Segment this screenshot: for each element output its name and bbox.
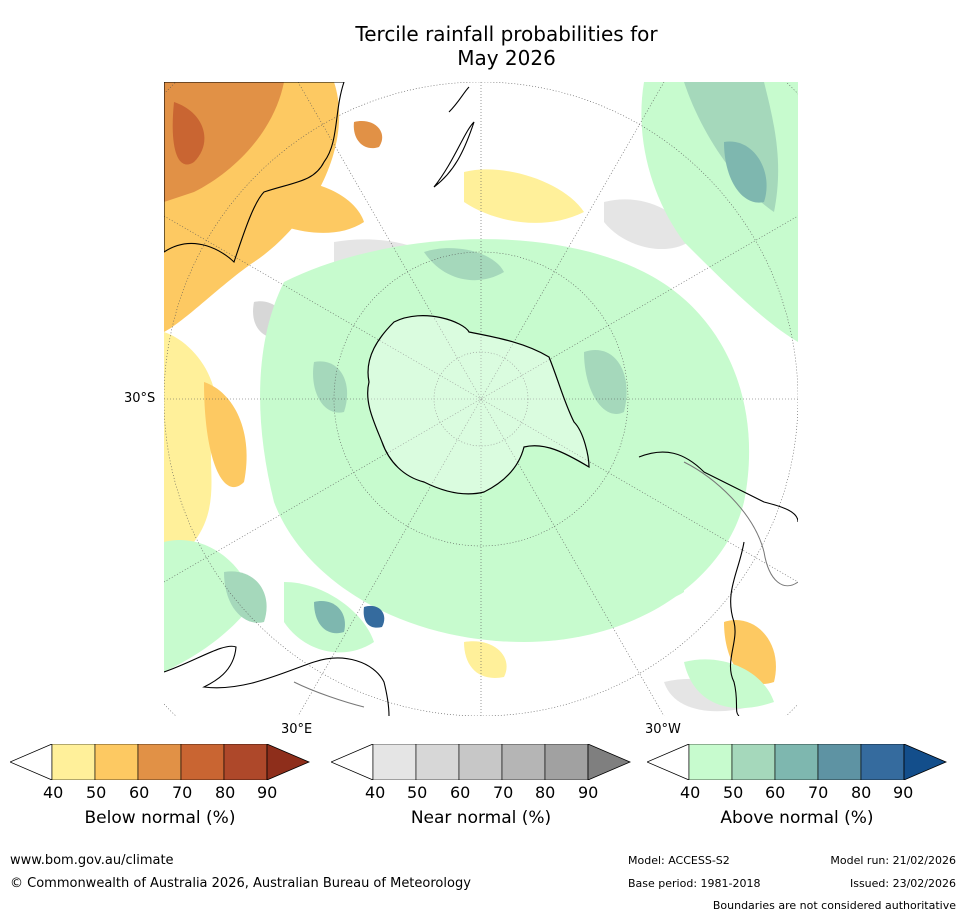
- australia-outline: [164, 82, 345, 264]
- tick-label: 60: [450, 783, 471, 802]
- graticule: [164, 82, 798, 716]
- tick-label: 90: [257, 783, 278, 802]
- title-line-1: Tercile rainfall probabilities for: [355, 22, 658, 46]
- tick-label: 50: [86, 783, 107, 802]
- south-america-outline: [638, 451, 798, 716]
- colorbar-title-above: Above normal (%): [720, 808, 874, 828]
- tick-label: 40: [365, 783, 386, 802]
- footer-url: www.bom.gov.au/climate: [10, 853, 174, 868]
- colorbar-below-normal-svg: [8, 743, 311, 781]
- footer-copyright: © Commonwealth of Australia 2026, Austra…: [10, 876, 471, 891]
- footer-model: Model: ACCESS-S2: [628, 854, 730, 867]
- tick-label: 70: [172, 783, 193, 802]
- africa-outline: [164, 645, 390, 716]
- colorbar-segment: [817, 743, 862, 781]
- footer-model-run: Model run: 21/02/2026: [830, 854, 956, 867]
- colorbar-segment: [137, 743, 182, 781]
- footer-disclaimer: Boundaries are not considered authoritat…: [712, 899, 956, 912]
- colorbar-extend-high: [903, 743, 948, 781]
- colorbar-title-near: Near normal (%): [410, 808, 552, 828]
- lat-label-30s: 30°S: [124, 391, 156, 406]
- colorbar-segment: [774, 743, 819, 781]
- colorbar-near-normal-svg: [329, 743, 632, 781]
- tick-label: 50: [723, 783, 744, 802]
- tick-label: 90: [578, 783, 599, 802]
- map-svg: [164, 82, 798, 716]
- colorbar-segment: [94, 743, 139, 781]
- tick-label: 60: [129, 783, 150, 802]
- colorbar-extend-low: [645, 743, 690, 781]
- tick-label: 40: [680, 783, 701, 802]
- colorbar-segment: [688, 743, 733, 781]
- colorbar-segment: [544, 743, 589, 781]
- colorbar-segment: [860, 743, 905, 781]
- colorbar-extend-low: [329, 743, 374, 781]
- tick-label: 40: [43, 783, 64, 802]
- tick-label: 70: [493, 783, 514, 802]
- colorbar-segment: [223, 743, 268, 781]
- footer-issued: Issued: 23/02/2026: [849, 877, 956, 890]
- footer-base-period: Base period: 1981-2018: [628, 877, 761, 890]
- tick-label: 80: [851, 783, 872, 802]
- tick-label: 60: [765, 783, 786, 802]
- map-title: Tercile rainfall probabilities for May 2…: [0, 22, 965, 70]
- tick-label: 90: [893, 783, 914, 802]
- lon-label-30e: 30°E: [281, 722, 313, 737]
- colorbar-below-normal: [8, 743, 311, 781]
- colorbar-segment: [731, 743, 776, 781]
- africa-border: [293, 681, 365, 708]
- colorbar-segment: [372, 743, 417, 781]
- lon-label-30w: 30°W: [645, 722, 681, 737]
- probability-map: [164, 82, 798, 716]
- colorbar-near-normal: [329, 743, 632, 781]
- colorbar-above-normal: [645, 743, 948, 781]
- tick-label: 80: [535, 783, 556, 802]
- tick-label: 50: [407, 783, 428, 802]
- colorbar-extend-low: [8, 743, 53, 781]
- colorbar-segment: [51, 743, 96, 781]
- colorbar-segment: [501, 743, 546, 781]
- south-america-border: [683, 461, 798, 587]
- title-line-2: May 2026: [457, 46, 556, 70]
- colorbar-extend-high: [266, 743, 311, 781]
- colorbar-segment: [180, 743, 225, 781]
- colorbar-above-normal-svg: [645, 743, 948, 781]
- tick-label: 80: [215, 783, 236, 802]
- tick-label: 70: [808, 783, 829, 802]
- colorbar-title-below: Below normal (%): [84, 808, 236, 828]
- above-normal-field: [164, 82, 798, 709]
- colorbar-segment: [415, 743, 460, 781]
- colorbar-segment: [458, 743, 503, 781]
- new-zealand-outline: [433, 86, 475, 188]
- colorbar-extend-high: [587, 743, 632, 781]
- antarctica-outline: [367, 315, 590, 495]
